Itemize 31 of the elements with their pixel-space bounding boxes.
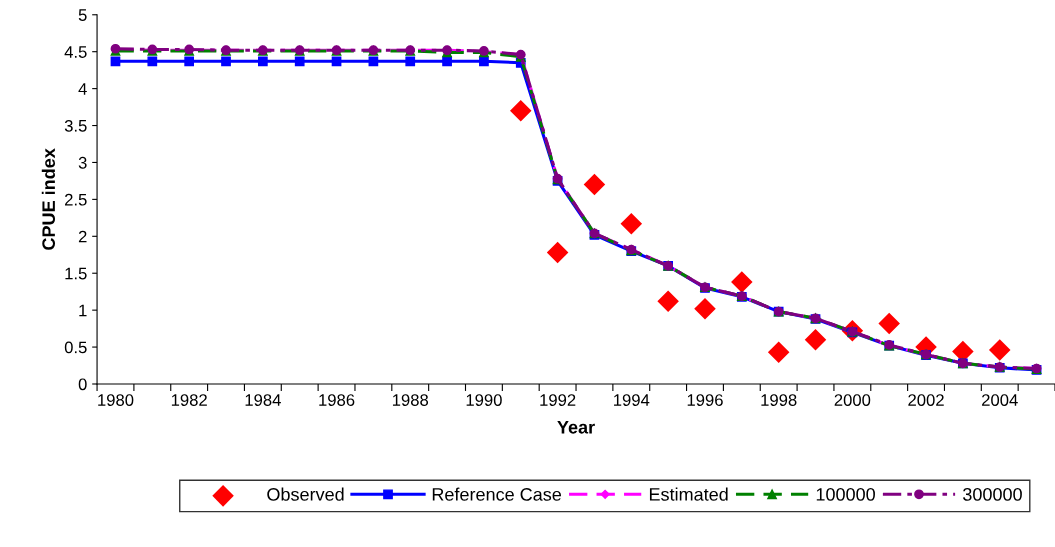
legend-label: 100000 — [816, 488, 875, 501]
y-axis-title: CPUE index — [41, 148, 56, 250]
y-tick-label: 1 — [79, 304, 87, 317]
legend-label: 300000 — [963, 488, 1022, 501]
legend-label: Estimated — [649, 487, 728, 501]
x-tick-label: 1994 — [614, 394, 650, 406]
x-tick-label: 1980 — [98, 394, 134, 406]
x-tick-label: 2004 — [982, 394, 1018, 406]
y-tick-label: 4 — [78, 83, 87, 95]
x-tick-label: 1990 — [466, 394, 502, 406]
x-tick-label: 2000 — [834, 394, 871, 406]
x-axis-title: Year — [557, 421, 595, 434]
x-tick-label: 1988 — [392, 394, 429, 406]
y-tick-label: 5 — [78, 9, 87, 21]
y-tick-label: 0.5 — [64, 341, 87, 354]
x-tick-label: 1982 — [171, 394, 207, 406]
y-tick-label: 3 — [78, 156, 87, 169]
x-tick-label: 1992 — [540, 394, 576, 406]
legend-label: Reference Case — [432, 487, 562, 501]
x-tick-label: 1998 — [761, 394, 797, 406]
y-tick-label: 4.5 — [64, 46, 87, 58]
x-tick-label: 1996 — [687, 394, 723, 406]
x-tick-label: 1986 — [319, 394, 355, 406]
x-tick-label: 2002 — [908, 394, 944, 406]
y-tick-label: 1.5 — [65, 267, 87, 280]
y-tick-label: 3.5 — [64, 119, 87, 132]
y-tick-label: 0 — [78, 378, 87, 391]
y-tick-label: 2 — [78, 230, 87, 243]
y-tick-label: 2.5 — [65, 193, 87, 206]
x-tick-label: 1984 — [245, 394, 281, 406]
legend-label: Observed — [267, 487, 344, 501]
